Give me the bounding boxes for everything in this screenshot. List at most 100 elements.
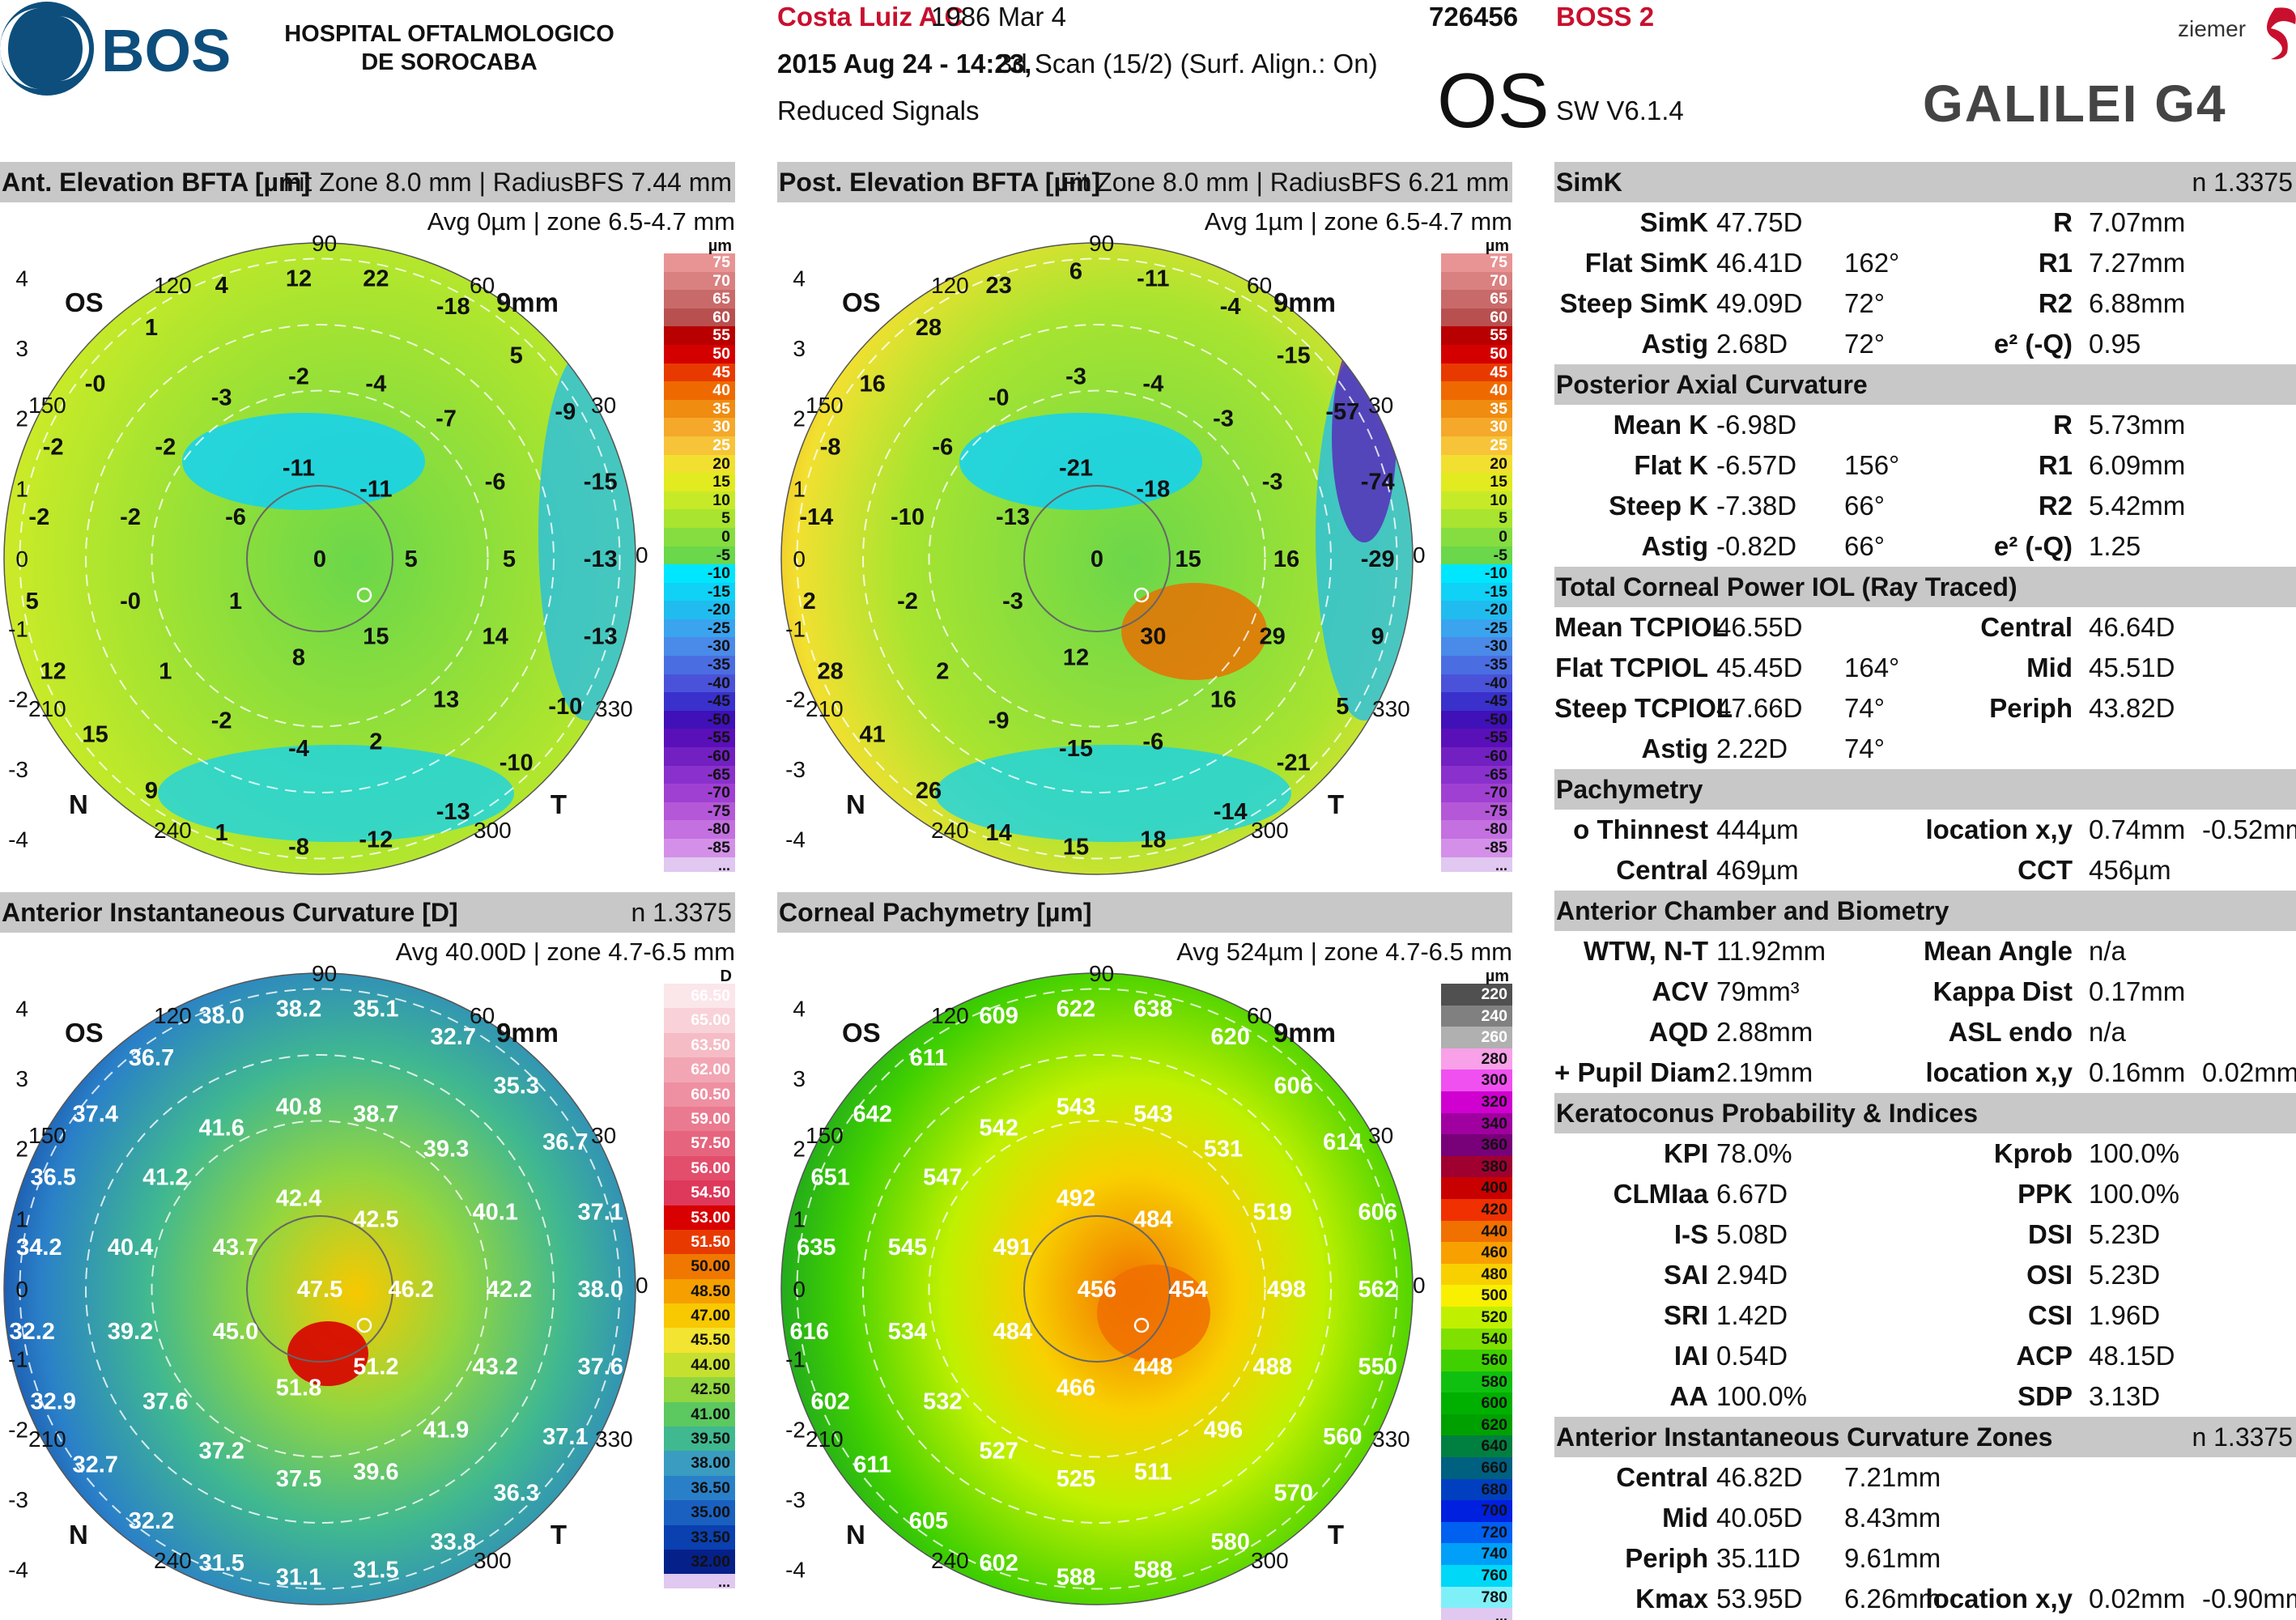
map-value: -29 [1361,546,1395,572]
index-row: IAI 0.54D ACP 48.15D [1554,1336,2296,1376]
map-value: 42.5 [353,1206,398,1232]
patient-name: Costa Luiz A C [777,2,964,32]
map-value: 488 [1252,1354,1291,1380]
index-value: n/a [2089,1017,2126,1047]
scale-step: -5 [664,546,735,565]
map-value: -11 [283,455,315,481]
map-value: 14 [986,820,1012,846]
scale-step: 500 [1441,1285,1512,1307]
map-value: 46.2 [388,1277,433,1303]
orientation-label-top-right: 9mm [496,1018,559,1048]
scale-step: 660 [1441,1457,1512,1479]
map-value: -2 [897,589,918,614]
scale-step: -25 [1441,619,1512,638]
index-value: 46.41D [1716,248,1803,278]
map-value: 35.1 [353,996,398,1022]
map-panel-ant-curv: Anterior Instantaneous Curvature [D] n 1.… [0,892,735,1620]
index-row: ACV 79mm³ Kappa Dist 0.17mm [1554,972,2296,1012]
index-row: Astig 2.22D 74° [1554,729,2296,769]
index-label: Central [1980,612,2073,642]
map-value: -6 [225,504,246,530]
scale-step: 420 [1441,1198,1512,1221]
device-name: BOSS 2 [1556,2,1655,32]
index-label: e² (-Q) [1993,329,2073,359]
index-value: 45.45D [1716,653,1803,682]
map-value: 1 [229,589,242,614]
index-row: Steep TCPIOL 47.66D 74° Periph 43.82D [1554,688,2296,729]
map-value: -2 [155,434,176,460]
index-label: DSI [2027,1219,2073,1249]
index-label: R1 [2038,248,2073,278]
scale-step: -10 [664,564,735,583]
scale-step: 600 [1441,1393,1512,1414]
index-label: Flat SimK [1584,248,1708,278]
scale-step: 44.00 [664,1352,735,1378]
orientation-label-bottom-left: N [846,1520,865,1550]
scale-step: 50 [1441,344,1512,364]
map-value: 36.5 [30,1164,75,1190]
index-value: n/a [2089,936,2126,966]
map-value: -11 [359,476,392,502]
map-value: 42.2 [487,1277,532,1303]
scale-step: 70 [664,271,735,291]
map-panel-ant-elev: Ant. Elevation BFTA [µm] Fit Zone 8.0 mm … [0,162,735,891]
map-value: 611 [910,1045,948,1071]
y-tick-label: -3 [785,757,806,782]
scan-info: 3d Scan (15/2) (Surf. Align.: On) [997,49,1378,79]
index-label: SRI [1663,1300,1708,1330]
orientation-label-bottom-left: N [69,1520,88,1550]
scale-step: 60 [664,308,735,327]
scale-step: -35 [664,656,735,674]
index-value: 48.15D [2089,1341,2175,1371]
index-label: o Thinnest [1573,814,1708,844]
scale-step: -55 [1441,729,1512,748]
map-title: Anterior Instantaneous Curvature [D] [2,898,458,927]
map-value: 38.0 [577,1277,623,1303]
scale-step: 65 [664,290,735,308]
map-value: -11 [1137,266,1169,291]
map-value: 5 [503,546,516,572]
index-label: Kappa Dist [1932,976,2073,1006]
scale-step: 0 [1441,527,1512,546]
scale-step: 47.00 [664,1303,735,1329]
y-tick-label: 2 [793,406,806,432]
scale-step: 10 [1441,491,1512,510]
map-value: 36.7 [542,1129,588,1155]
index-label: e² (-Q) [1993,531,2073,561]
map-value: 580 [1210,1529,1249,1555]
map-value: -21 [1277,750,1311,776]
index-value: 7.21mm [1844,1462,1941,1492]
index-value: 1.42D [1716,1300,1788,1330]
scale-step: 280 [1441,1048,1512,1070]
map-value: 12 [286,266,312,291]
scale-step: -65 [1441,765,1512,784]
map-value: 588 [1057,1564,1095,1590]
section-title: Pachymetry [1556,775,1703,804]
angle-label: 210 [28,696,66,721]
map-value: 642 [852,1101,891,1127]
map-value: 41 [860,722,886,748]
map-header: Post. Elevation BFTA [µm] Fit Zone 8.0 mm… [777,162,1512,202]
angle-label: 300 [1251,1548,1289,1573]
scale-step: 5 [1441,509,1512,528]
scale-step: 20 [664,454,735,474]
index-value: 43.82D [2089,693,2175,723]
index-label: CLMIaa [1613,1179,1708,1209]
scale-step: 60.50 [664,1082,735,1107]
index-value: 6.88mm [2089,288,2186,318]
index-label: Kmax [1635,1584,1708,1614]
y-tick-label: -1 [8,1347,28,1372]
map-value: -18 [1136,476,1170,502]
index-value: 0.74mm [2089,814,2186,844]
index-row: Central 469µm CCT 456µm [1554,850,2296,891]
scale-step: 65.00 [664,1008,735,1033]
map-value: 543 [1057,1095,1095,1120]
map-value: 466 [1057,1375,1095,1401]
map-value: -3 [1262,470,1283,495]
map-value: 43.7 [213,1235,258,1261]
index-label: SDP [2018,1381,2073,1411]
scale-step: -60 [664,747,735,766]
map-value: 570 [1273,1480,1312,1506]
angle-label: 60 [1247,273,1272,298]
scale-unit: D [720,967,732,985]
